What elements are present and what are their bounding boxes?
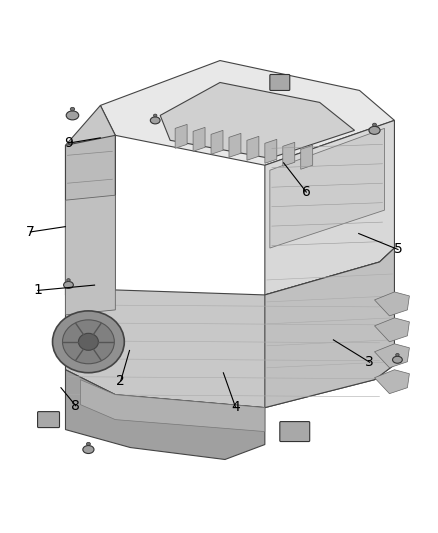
Text: 2: 2 <box>117 374 125 388</box>
Polygon shape <box>374 292 410 316</box>
Ellipse shape <box>63 320 114 364</box>
Text: 7: 7 <box>26 225 35 239</box>
Text: 5: 5 <box>394 243 403 256</box>
Ellipse shape <box>86 442 90 446</box>
Polygon shape <box>81 379 265 432</box>
Polygon shape <box>229 133 241 157</box>
Text: 1: 1 <box>33 284 42 297</box>
Polygon shape <box>374 344 410 368</box>
Polygon shape <box>247 136 259 160</box>
Ellipse shape <box>66 111 79 120</box>
Ellipse shape <box>150 117 160 124</box>
Polygon shape <box>374 370 410 394</box>
Ellipse shape <box>372 123 377 126</box>
Polygon shape <box>100 61 395 165</box>
Text: 9: 9 <box>64 136 73 150</box>
Polygon shape <box>66 135 115 305</box>
Polygon shape <box>193 127 205 151</box>
Ellipse shape <box>83 446 94 454</box>
Polygon shape <box>265 120 395 295</box>
Polygon shape <box>265 248 395 408</box>
Text: 8: 8 <box>71 399 80 413</box>
Ellipse shape <box>64 281 73 288</box>
Ellipse shape <box>70 107 75 111</box>
Polygon shape <box>66 248 395 408</box>
Polygon shape <box>175 124 187 148</box>
Text: 4: 4 <box>231 400 240 414</box>
Polygon shape <box>265 139 277 163</box>
Polygon shape <box>160 83 355 158</box>
Polygon shape <box>270 128 385 248</box>
Polygon shape <box>66 370 265 459</box>
Ellipse shape <box>78 333 99 350</box>
Text: 3: 3 <box>365 355 374 369</box>
FancyBboxPatch shape <box>270 75 290 91</box>
Ellipse shape <box>369 126 380 134</box>
Ellipse shape <box>396 353 399 356</box>
Ellipse shape <box>392 356 403 364</box>
FancyBboxPatch shape <box>280 422 310 441</box>
FancyBboxPatch shape <box>38 411 60 427</box>
Polygon shape <box>283 142 295 166</box>
Polygon shape <box>66 195 115 315</box>
Ellipse shape <box>67 279 70 281</box>
Polygon shape <box>66 106 115 305</box>
Polygon shape <box>211 131 223 154</box>
Polygon shape <box>301 146 313 169</box>
Ellipse shape <box>153 114 157 117</box>
Polygon shape <box>374 318 410 342</box>
Text: 6: 6 <box>302 185 311 199</box>
Ellipse shape <box>53 311 124 373</box>
